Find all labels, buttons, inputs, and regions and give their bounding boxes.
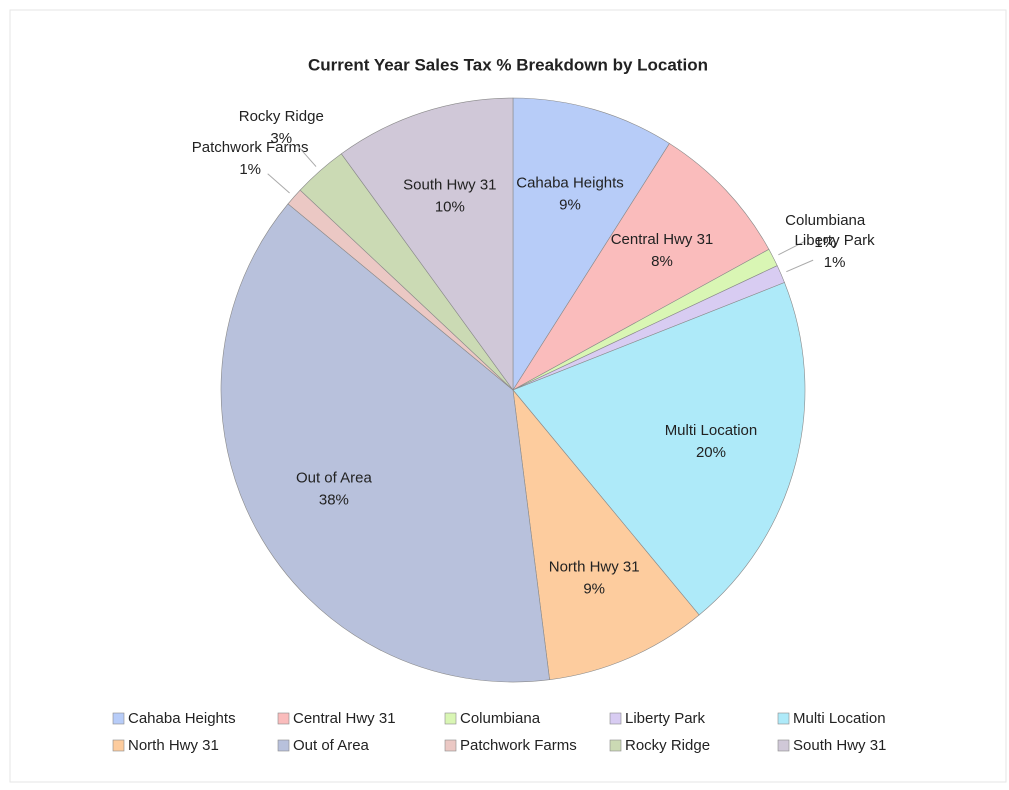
slice-value-label: 38% [319,491,349,508]
slice-value-label: 8% [651,253,673,270]
legend-label: Cahaba Heights [128,710,236,727]
slice-value-label: 1% [814,234,836,251]
leader-line [778,241,805,256]
legend-swatch [444,739,457,752]
pie-slice [512,389,700,681]
slice-label: Columbiana [785,212,866,229]
pie-slice [340,97,514,391]
legend-label: Out of Area [293,737,370,754]
legend-swatch [277,739,290,752]
legend-label: Rocky Ridge [625,737,710,754]
slice-value-label: 1% [824,254,846,271]
legend-swatch [777,712,790,725]
legend-label: Patchwork Farms [460,737,577,754]
slice-value-label: 3% [270,130,292,147]
slice-value-label: 9% [559,197,581,214]
slice-label: Out of Area [296,469,373,486]
leader-line [786,259,814,273]
slice-label: Patchwork Farms [192,139,309,156]
legend-swatch [609,739,622,752]
chart-title: Current Year Sales Tax % Breakdown by Lo… [308,55,708,74]
legend-label: Liberty Park [625,710,706,727]
slice-label: South Hwy 31 [403,177,496,194]
legend-label: Central Hwy 31 [293,710,396,727]
legend-label: South Hwy 31 [793,737,886,754]
slice-label: Central Hwy 31 [611,231,714,248]
slice-value-label: 9% [583,581,605,598]
leader-line [296,144,317,167]
legend-swatch [112,739,125,752]
slice-value-label: 1% [239,161,261,178]
slice-label: North Hwy 31 [549,559,640,576]
slice-value-label: 10% [435,199,465,216]
slice-label: Rocky Ridge [239,108,324,125]
legend-swatch [777,739,790,752]
pie-slice [512,143,770,391]
legend-swatch [444,712,457,725]
pie-slice [512,97,670,392]
legend-label: North Hwy 31 [128,737,219,754]
legend-label: Multi Location [793,710,886,727]
legend-swatch [112,712,125,725]
slice-label: Multi Location [665,422,758,439]
pie-slice [220,203,550,683]
pie-slice [512,282,806,616]
slice-value-label: 20% [696,444,726,461]
slice-label: Liberty Park [795,232,876,249]
legend-swatch [277,712,290,725]
legend-label: Columbiana [460,710,541,727]
leader-line [267,173,290,194]
legend-swatch [609,712,622,725]
slice-label: Cahaba Heights [516,175,624,192]
